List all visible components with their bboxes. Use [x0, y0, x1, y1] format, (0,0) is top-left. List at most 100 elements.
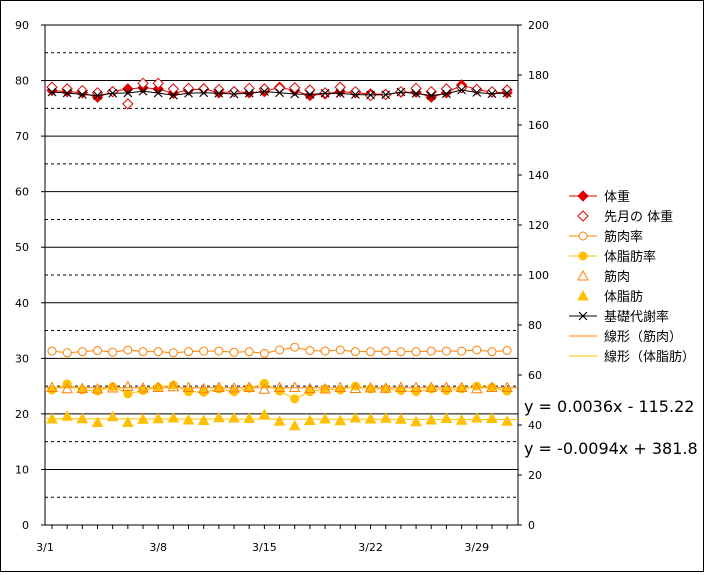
- data-point: [470, 411, 483, 423]
- data-point: [305, 90, 315, 99]
- data-point: [350, 347, 360, 357]
- legend-item: 筋肉: [577, 269, 630, 285]
- data-point: [138, 86, 148, 96]
- y-left-tick-label: 70: [15, 130, 29, 143]
- data-point: [106, 410, 119, 422]
- data-point: [122, 83, 134, 95]
- data-point: [304, 382, 316, 393]
- axes: 0 10 20 30 40 50 60 70 80 90 0 20 40 60 80 100 120 140 160…: [15, 19, 549, 554]
- data-point: [93, 91, 102, 100]
- legend-item: 体重: [569, 189, 630, 205]
- legend-item: 線形（体脂肪）: [569, 349, 695, 365]
- y-right-tick-label: 140: [528, 169, 549, 182]
- data-point: [275, 345, 285, 355]
- y-right-tick-label: 200: [528, 19, 549, 32]
- series-4: [46, 380, 513, 394]
- data-point: [472, 88, 482, 97]
- y-right-tick-label: 100: [528, 269, 549, 282]
- data-point: [106, 381, 119, 393]
- data-point: [410, 381, 422, 392]
- legend-label: 体脂肪: [604, 289, 643, 305]
- data-point: [502, 88, 512, 98]
- data-point: [228, 381, 240, 393]
- data-point: [199, 387, 209, 397]
- legend-item: 基礎代謝率: [569, 309, 669, 325]
- data-point: [288, 419, 301, 431]
- y-right-tick-label: 80: [528, 319, 542, 332]
- y-right-tick-label: 40: [528, 419, 542, 432]
- series-5: [46, 408, 513, 431]
- data-point: [197, 83, 210, 95]
- y-left-tick-label: 40: [15, 297, 29, 310]
- data-point: [411, 347, 421, 357]
- data-point: [167, 83, 180, 95]
- legend-swatch-marker: [577, 190, 589, 202]
- data-point: [472, 345, 482, 355]
- data-point: [214, 346, 224, 356]
- legend-item: 体脂肪率: [569, 249, 656, 265]
- data-point: [62, 88, 72, 98]
- data-point: [228, 411, 240, 423]
- data-point: [366, 90, 375, 100]
- y-left-tick-label: 0: [22, 519, 29, 532]
- data-point: [167, 411, 180, 423]
- data-point: [487, 89, 497, 99]
- legend-swatch-marker: [578, 231, 588, 241]
- data-point: [381, 346, 391, 356]
- data-point: [349, 411, 362, 423]
- data-point: [258, 408, 271, 419]
- data-point: [167, 380, 180, 392]
- data-point: [137, 413, 149, 424]
- data-point: [440, 412, 453, 423]
- data-point: [440, 381, 453, 392]
- y-right-tick-label: 0: [528, 519, 535, 532]
- data-point: [273, 381, 286, 392]
- data-point: [61, 382, 74, 394]
- data-point: [470, 382, 483, 394]
- data-point: [91, 416, 104, 427]
- legend-label: 筋肉: [604, 269, 630, 285]
- data-point: [152, 412, 165, 424]
- y-left-tick-label: 50: [15, 241, 29, 254]
- data-point: [410, 415, 422, 427]
- data-point: [214, 88, 224, 98]
- data-point: [137, 77, 149, 90]
- data-point: [244, 347, 254, 357]
- data-point: [122, 380, 134, 391]
- data-point: [184, 88, 193, 98]
- data-point: [61, 410, 74, 421]
- data-point: [93, 346, 103, 356]
- y-right-tick-label: 60: [528, 369, 542, 382]
- data-point: [304, 414, 316, 425]
- data-point: [289, 82, 301, 94]
- data-point: [441, 346, 451, 356]
- legend-item: 先月の 体重: [577, 209, 673, 225]
- data-point: [273, 415, 286, 426]
- data-point: [502, 346, 512, 356]
- data-point: [123, 389, 133, 399]
- data-point: [425, 85, 437, 98]
- trendline-equation-muscle: y = 0.0036x - 115.22: [524, 397, 694, 416]
- data-point: [108, 88, 118, 98]
- legend-item: 線形（筋肉）: [569, 329, 682, 345]
- data-point: [426, 91, 436, 100]
- data-point: [395, 381, 407, 392]
- series-group: [46, 77, 513, 431]
- data-point: [77, 347, 87, 357]
- data-point: [334, 381, 347, 392]
- y-left-tick-label: 80: [15, 75, 29, 88]
- data-point: [108, 347, 118, 357]
- data-point: [184, 347, 194, 357]
- x-tick-label: 3/8: [149, 541, 167, 554]
- data-point: [366, 347, 376, 357]
- data-point: [487, 347, 497, 357]
- data-point: [152, 77, 164, 90]
- y-left-tick-label: 30: [15, 352, 29, 365]
- data-point: [290, 89, 300, 99]
- legend-label: 体重: [604, 189, 630, 205]
- data-point: [425, 381, 438, 392]
- legend-item: 筋肉率: [569, 229, 643, 245]
- data-point: [62, 348, 72, 358]
